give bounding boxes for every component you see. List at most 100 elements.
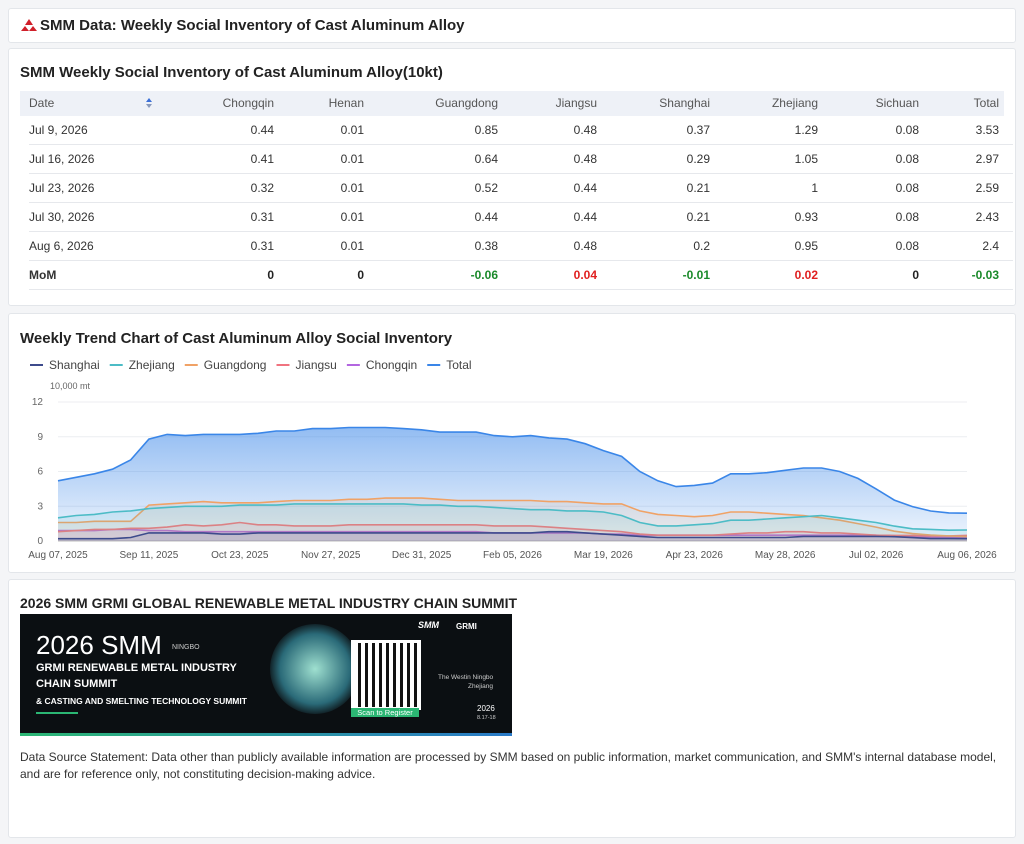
area	[58, 503, 967, 541]
banner-logo: GRMI	[456, 622, 477, 631]
table-cell: 0.44	[573, 181, 597, 195]
banner-venue: Zhejiang	[468, 683, 493, 690]
sort-icon	[146, 98, 152, 102]
y-tick-label: 0	[37, 536, 43, 547]
table-cell: 0.08	[895, 210, 919, 224]
table-cell: 0.32	[250, 181, 274, 195]
row-divider	[29, 202, 1013, 203]
row-divider	[29, 144, 1013, 145]
qr-caption: Scan to Register	[351, 708, 419, 717]
legend-label: Total	[446, 358, 471, 372]
table-cell: 1.05	[794, 152, 818, 166]
table-cell: 1	[811, 181, 818, 195]
table-cell: 0.08	[895, 152, 919, 166]
table-cell: 0.21	[686, 181, 710, 195]
sort-icon	[146, 104, 152, 108]
banner-bar	[20, 733, 512, 736]
banner-dates: 8.17-18	[477, 715, 496, 721]
table-cell: 0	[912, 268, 919, 282]
table-cell: 0.48	[573, 123, 597, 137]
column-header: Date	[29, 96, 55, 110]
data-source-statement: Data Source Statement: Data other than p…	[20, 750, 997, 781]
table-cell: 0.93	[794, 210, 818, 224]
y-tick-label: 6	[37, 467, 43, 478]
table-cell: -0.01	[682, 268, 710, 282]
table-cell: 0.44	[573, 210, 597, 224]
table-cell: Jul 16, 2026	[29, 152, 95, 166]
logo-icon	[21, 19, 37, 31]
table-cell: 0.48	[573, 239, 597, 253]
table-cell: 0.29	[686, 152, 710, 166]
banner-title: 2026 SMM GRMI GLOBAL RENEWABLE METAL IND…	[20, 595, 518, 611]
banner-year: 2026	[477, 704, 495, 713]
series-line	[57, 521, 968, 537]
y-tick-label: 3	[37, 501, 43, 512]
legend-label: Shanghai	[49, 358, 100, 372]
column-header: Total	[973, 96, 999, 110]
table-cell: 0.08	[895, 181, 919, 195]
series-line	[58, 530, 968, 540]
table-cell: 0	[267, 268, 274, 282]
banner-panel: 2026 SMM GRMI GLOBAL RENEWABLE METAL IND…	[8, 579, 1016, 838]
banner-city: NINGBO	[172, 644, 200, 651]
series-line	[57, 426, 968, 514]
table-header-row	[20, 91, 1004, 116]
legend-label: Zhejiang	[129, 358, 175, 372]
column-header: Guangdong	[435, 96, 498, 110]
table-cell: 2.97	[975, 152, 999, 166]
qr-code	[351, 640, 421, 710]
table-cell: 0.37	[686, 123, 710, 137]
table-cell: -0.06	[470, 268, 498, 282]
x-tick-label: Aug 07, 2025	[28, 550, 88, 561]
table-cell: 0.95	[794, 239, 818, 253]
row-divider	[29, 231, 1013, 232]
table-cell: Jul 30, 2026	[29, 210, 95, 224]
y-tick-label: 12	[32, 397, 44, 408]
banner-line: & CASTING AND SMELTING TECHNOLOGY SUMMIT	[36, 696, 247, 706]
table-cell: 0.31	[250, 239, 274, 253]
series-line	[57, 503, 968, 532]
banner-graphic	[270, 624, 360, 714]
y-axis-unit: 10,000 mt	[50, 381, 91, 391]
banner-line: GRMI RENEWABLE METAL INDUSTRY	[36, 662, 237, 674]
x-tick-label: Feb 05, 2026	[483, 550, 542, 561]
column-header: Jiangsu	[555, 96, 597, 110]
column-header: Shanghai	[659, 96, 710, 110]
banner-image: 2026 SMM NINGBO GRMI RENEWABLE METAL IND…	[20, 614, 512, 736]
table-cell: 0.01	[340, 210, 364, 224]
table-cell: 3.53	[975, 123, 999, 137]
series-line	[58, 497, 968, 538]
table-cell: 0.44	[474, 210, 498, 224]
table-cell: 0.64	[474, 152, 498, 166]
area	[58, 522, 967, 541]
table-cell: 2.59	[975, 181, 999, 195]
area	[58, 498, 967, 541]
table-cell: 0.08	[895, 123, 919, 137]
banner-accent	[36, 712, 78, 714]
table-panel: SMM Weekly Social Inventory of Cast Alum…	[8, 48, 1016, 306]
table-cell: 0.08	[895, 239, 919, 253]
legend-label: Guangdong	[204, 358, 267, 372]
banner-line: CHAIN SUMMIT	[36, 678, 118, 690]
table-cell: 0.01	[340, 123, 364, 137]
x-tick-label: Sep 11, 2025	[120, 550, 179, 561]
table-cell: 0.04	[573, 268, 597, 282]
x-tick-label: Mar 19, 2026	[574, 550, 633, 561]
table-cell: 0.01	[340, 181, 364, 195]
table-cell: 0	[357, 268, 364, 282]
table-cell: 2.43	[975, 210, 999, 224]
table-cell: 2.4	[982, 239, 999, 253]
header-panel: SMM Data: Weekly Social Inventory of Cas…	[8, 8, 1016, 43]
table-cell: 0.2	[693, 239, 710, 253]
x-tick-label: Nov 27, 2025	[301, 550, 361, 561]
x-tick-label: Oct 23, 2025	[211, 550, 269, 561]
table-title: SMM Weekly Social Inventory of Cast Alum…	[20, 64, 443, 81]
table-cell: 0.02	[794, 268, 818, 282]
page-title: SMM Data: Weekly Social Inventory of Cas…	[40, 17, 465, 34]
table-cell: 0.48	[573, 152, 597, 166]
table-cell: 0.41	[250, 152, 274, 166]
table-cell: 0.21	[686, 210, 710, 224]
x-tick-label: Dec 31, 2025	[392, 550, 452, 561]
row-divider	[29, 173, 1013, 174]
